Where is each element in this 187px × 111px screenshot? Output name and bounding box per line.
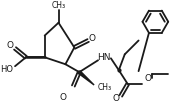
Text: O: O xyxy=(89,34,96,43)
Text: CH₃: CH₃ xyxy=(98,83,112,92)
Polygon shape xyxy=(78,71,94,85)
Text: O: O xyxy=(7,41,14,50)
Text: HN: HN xyxy=(97,53,111,62)
Text: O: O xyxy=(60,93,67,102)
Text: O: O xyxy=(145,74,152,83)
Text: O: O xyxy=(112,94,119,103)
Text: HO: HO xyxy=(1,65,14,74)
Text: CH₃: CH₃ xyxy=(51,1,66,10)
